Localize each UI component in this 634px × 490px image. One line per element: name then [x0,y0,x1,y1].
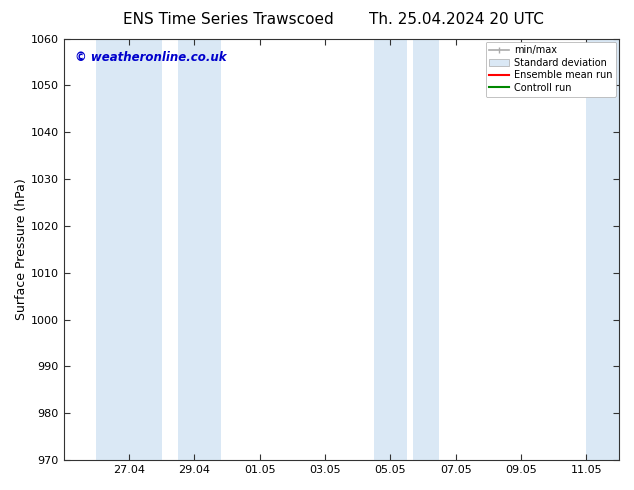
Bar [586,39,619,460]
Bar [96,39,162,460]
Text: Th. 25.04.2024 20 UTC: Th. 25.04.2024 20 UTC [369,12,544,27]
Legend: min/max, Standard deviation, Ensemble mean run, Controll run: min/max, Standard deviation, Ensemble me… [486,42,616,97]
Text: ENS Time Series Trawscoed: ENS Time Series Trawscoed [123,12,333,27]
Text: © weatheronline.co.uk: © weatheronline.co.uk [75,51,226,64]
Bar [413,39,439,460]
Bar [374,39,406,460]
Y-axis label: Surface Pressure (hPa): Surface Pressure (hPa) [15,178,28,320]
Bar [178,39,221,460]
